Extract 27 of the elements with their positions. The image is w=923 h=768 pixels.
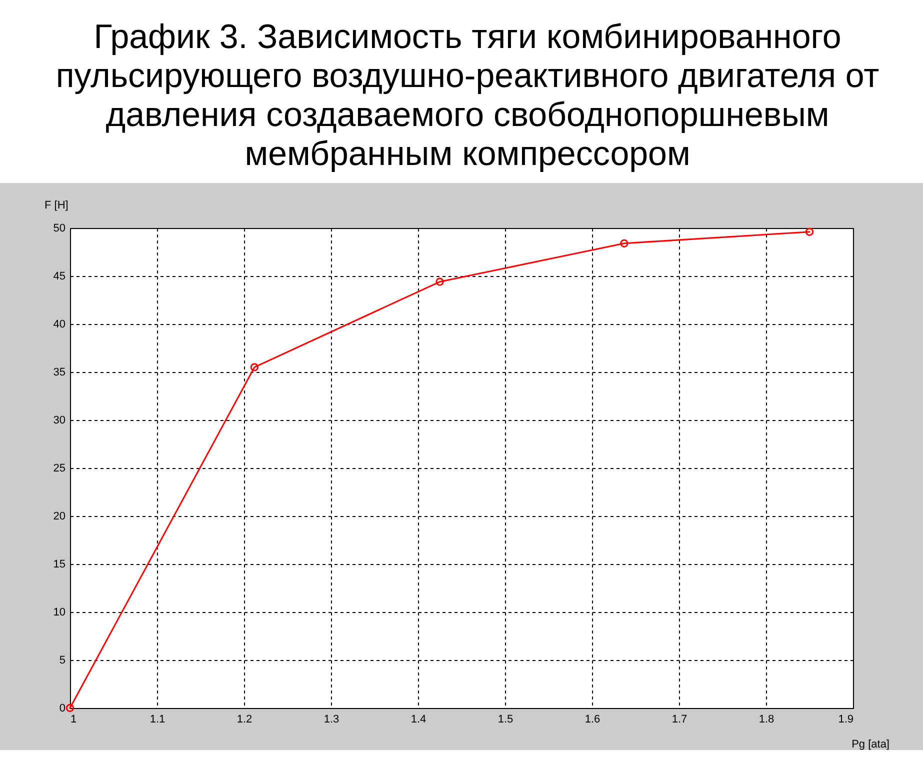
y-tick-label: 20 bbox=[53, 510, 66, 522]
y-tick-label: 10 bbox=[53, 606, 66, 618]
x-tick-label: 1.8 bbox=[758, 714, 774, 726]
chart-title: График 3. Зависимость тяги комбинированного пульсирующего воздушно-реактивного двигателя от давления создаваемого свободнопоршневым мембранным компрессором bbox=[56, 18, 880, 173]
point bbox=[436, 278, 444, 286]
y-tick-label: 30 bbox=[53, 414, 66, 426]
x-tick-label: 1.7 bbox=[672, 714, 688, 726]
y-tick-label: 45 bbox=[53, 270, 66, 282]
y-tick-label: 15 bbox=[53, 558, 66, 570]
y-tick-label: 50 bbox=[53, 222, 66, 234]
x-tick-label: 1.6 bbox=[584, 714, 600, 726]
x-tick-label: 1.3 bbox=[324, 714, 340, 726]
x-tick-label: 1.4 bbox=[410, 714, 426, 726]
x-tick-label: 1 bbox=[70, 714, 77, 726]
x-tick-label: 1.9 bbox=[838, 714, 854, 726]
x-axis-title: Pg [ata] bbox=[852, 738, 890, 750]
x-tick-label: 1.2 bbox=[236, 714, 252, 726]
y-tick-label: 25 bbox=[53, 462, 66, 474]
y-tick-label: 35 bbox=[53, 366, 66, 378]
y-tick-label: 40 bbox=[53, 318, 66, 330]
point bbox=[620, 239, 628, 248]
y-axis-title: F [H] bbox=[44, 200, 68, 212]
x-tick-label: 1.5 bbox=[498, 714, 514, 726]
point bbox=[250, 363, 259, 372]
x-tick-label: 1.1 bbox=[150, 714, 166, 726]
y-tick-label: 0 bbox=[59, 702, 66, 714]
y-tick-label: 5 bbox=[59, 654, 66, 666]
